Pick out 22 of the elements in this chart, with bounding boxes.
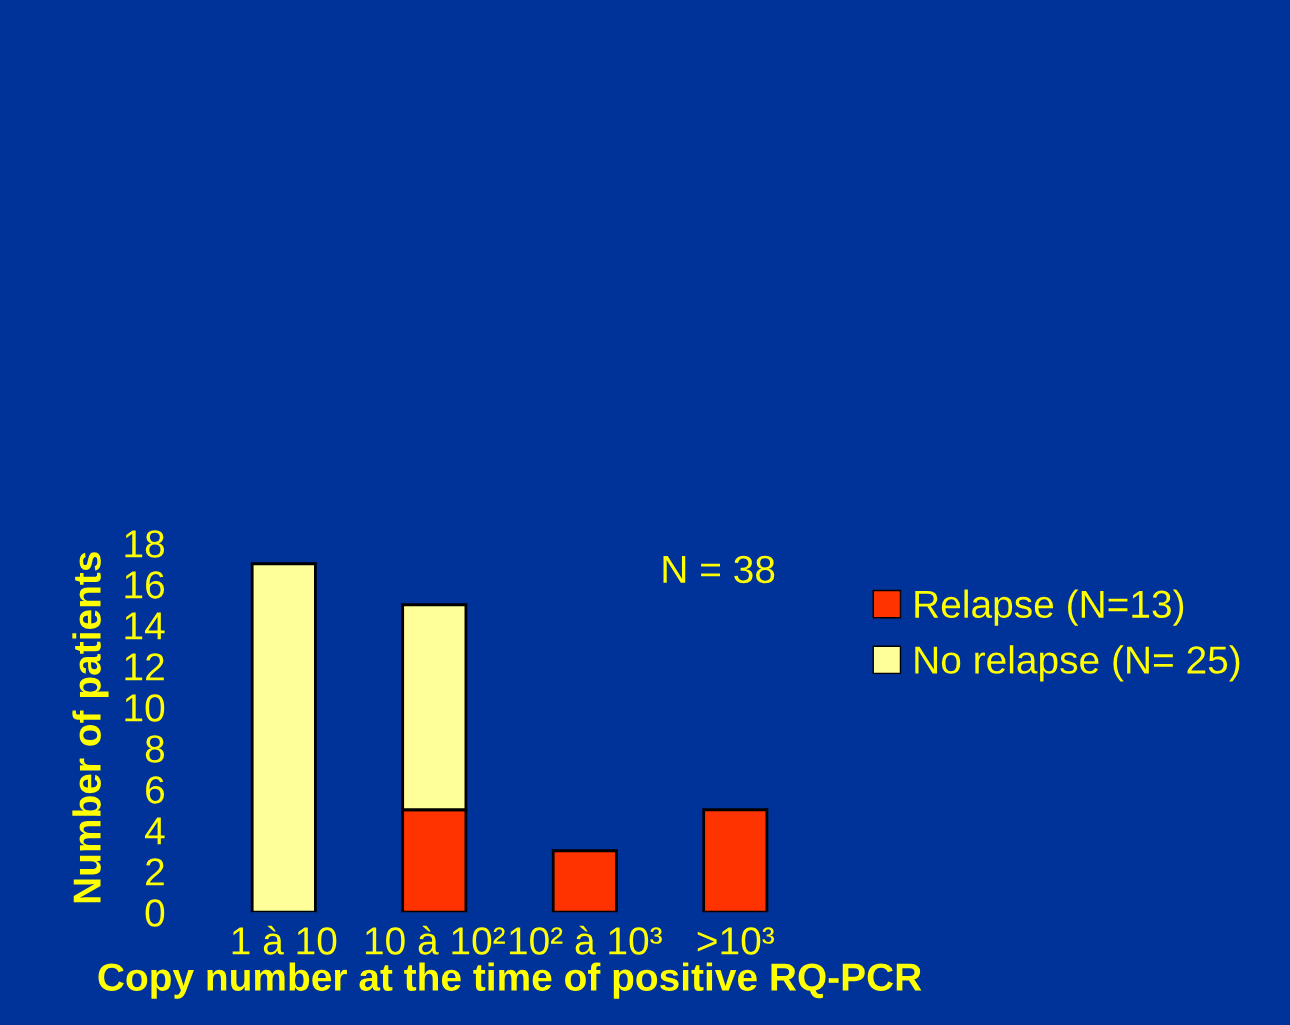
x-tick-label: 10² à 10³	[509, 925, 662, 955]
x-tick-label: >10³	[697, 927, 774, 955]
y-tick-label: 14	[125, 612, 165, 640]
bar	[702, 808, 769, 913]
y-tick-label: 4	[144, 817, 165, 845]
y-tick-label: 12	[125, 653, 164, 681]
y-tick-label: 16	[125, 571, 165, 599]
x-tick-label: 10 à 10²	[365, 925, 505, 955]
y-tick-label: 8	[145, 735, 165, 763]
y-tick-label: 18	[125, 530, 165, 558]
legend-label: Relapse (N=13)	[915, 589, 1184, 626]
x-axis-title: Copy number at the time of positive RQ-PCR	[98, 962, 922, 999]
bar	[551, 849, 618, 913]
y-tick-label: 10	[125, 694, 165, 722]
bar	[250, 562, 317, 913]
y-tick-label: 6	[146, 776, 165, 804]
x-tick-label: 1 à 10	[232, 925, 337, 955]
y-axis-title: Number of patients	[72, 552, 109, 903]
legend-label: No relapse (N= 25)	[915, 645, 1240, 682]
y-tick-label: 0	[145, 899, 165, 927]
annotation: N = 38	[663, 555, 775, 584]
y-tick-label: 2	[146, 858, 164, 886]
